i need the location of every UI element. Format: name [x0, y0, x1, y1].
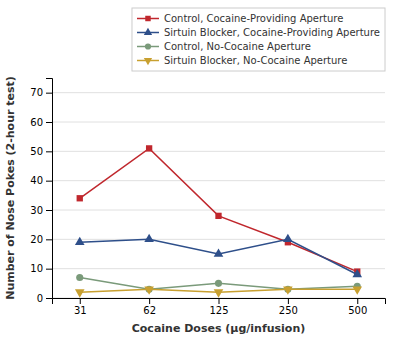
legend-item: Control, Cocaine-Providing Aperture: [137, 13, 343, 24]
y-tick: 30: [30, 205, 52, 216]
x-tick: 500: [348, 298, 367, 316]
legend-marker: [145, 43, 151, 49]
x-tick-mark: [149, 298, 150, 304]
series-line: [80, 277, 358, 289]
y-tick-mark: [46, 93, 52, 94]
series-marker: [214, 289, 224, 297]
series-layer: [75, 145, 362, 297]
x-axis: 31 62 125 250 500: [53, 298, 386, 316]
x-tick: 125: [209, 298, 228, 316]
y-tick-label: 20: [30, 234, 43, 245]
series-marker: [214, 248, 224, 256]
series-marker: [352, 286, 362, 294]
series: [75, 286, 362, 297]
y-tick-label: 60: [30, 117, 43, 128]
series-marker: [215, 280, 222, 287]
y-tick-label: 40: [30, 175, 43, 186]
y-tick: 50: [30, 146, 52, 157]
legend-label: Control, No-Cocaine Aperture: [164, 41, 311, 52]
series-marker: [144, 286, 154, 294]
x-tick-mark: [219, 298, 220, 304]
x-tick-label: 250: [279, 305, 298, 316]
x-axis-title: Cocaine Doses (μg/infusion): [132, 322, 306, 335]
series-marker: [75, 237, 85, 245]
legend-label: Control, Cocaine-Providing Aperture: [164, 13, 343, 24]
grid-line: [52, 239, 385, 240]
grid-line: [52, 268, 385, 269]
y-tick-label: 0: [37, 293, 43, 304]
y-tick-label: 70: [30, 87, 43, 98]
series-marker: [283, 234, 293, 242]
series: [77, 145, 361, 275]
y-tick: 20: [30, 234, 52, 245]
legend-marker: [144, 58, 152, 65]
y-tick: 10: [30, 263, 52, 274]
y-tick-mark: [46, 210, 52, 211]
series-marker: [352, 269, 362, 277]
y-tick-mark: [46, 298, 52, 299]
grid-line: [52, 151, 385, 152]
y-tick: 70: [30, 87, 52, 98]
legend-box: [132, 8, 385, 71]
x-tick-mark: [357, 298, 358, 304]
x-axis-line: [53, 299, 386, 305]
series-marker: [146, 145, 152, 151]
x-tick: 31: [74, 298, 87, 316]
grid-line: [52, 92, 385, 93]
y-tick-label: 10: [30, 263, 43, 274]
y-tick: 0: [37, 293, 52, 304]
legend-label: Sirtuin Blocker, Cocaine-Providing Apert…: [164, 27, 380, 38]
x-tick-mark: [80, 298, 81, 304]
y-tick: 60: [30, 117, 52, 128]
x-tick-label: 125: [209, 305, 228, 316]
chart: 31 62 125 250 500 0 10 20 30 40 50 60 70 Cocaine Dose…: [0, 0, 399, 340]
x-tick-label: 31: [74, 305, 87, 316]
series-marker: [283, 286, 293, 294]
series-marker: [77, 195, 83, 201]
legend: Control, Cocaine-Providing Aperture Sirtu…: [132, 8, 385, 71]
legend-item: Sirtuin Blocker, No-Cocaine Aperture: [137, 55, 347, 66]
series-line: [80, 239, 358, 274]
y-axis-line: [46, 79, 53, 299]
y-tick-mark: [46, 269, 52, 270]
y-tick-label: 50: [30, 146, 43, 157]
y-tick-mark: [46, 151, 52, 152]
y-axis: 0 10 20 30 40 50 60 70: [30, 79, 52, 304]
legend-item: Sirtuin Blocker, Cocaine-Providing Apert…: [137, 27, 380, 38]
grid-line: [52, 180, 385, 181]
plot: 31 62 125 250 500 0 10 20 30 40 50 60 70: [30, 79, 385, 317]
legend-marker: [145, 16, 150, 21]
series-marker: [215, 213, 221, 219]
legend-item: Control, No-Cocaine Aperture: [137, 41, 311, 52]
y-tick-mark: [46, 181, 52, 182]
series-marker: [75, 289, 85, 297]
grid-line: [52, 122, 385, 123]
y-tick: 40: [30, 175, 52, 186]
y-tick-mark: [46, 122, 52, 123]
legend-label: Sirtuin Blocker, No-Cocaine Aperture: [164, 55, 347, 66]
grid-line: [52, 210, 385, 211]
x-tick-label: 500: [348, 305, 367, 316]
grid: [52, 93, 385, 298]
y-axis-title: Number of Nose Pokes (2-hour test): [4, 76, 17, 300]
x-tick: 250: [279, 298, 298, 316]
legend-marker: [144, 28, 152, 35]
y-tick-label: 30: [30, 205, 43, 216]
series: [75, 234, 362, 278]
series-marker: [76, 274, 83, 281]
x-tick-mark: [288, 298, 289, 304]
series-marker: [144, 234, 154, 242]
x-tick: 62: [143, 298, 156, 316]
y-tick-mark: [46, 239, 52, 240]
x-tick-label: 62: [143, 305, 156, 316]
